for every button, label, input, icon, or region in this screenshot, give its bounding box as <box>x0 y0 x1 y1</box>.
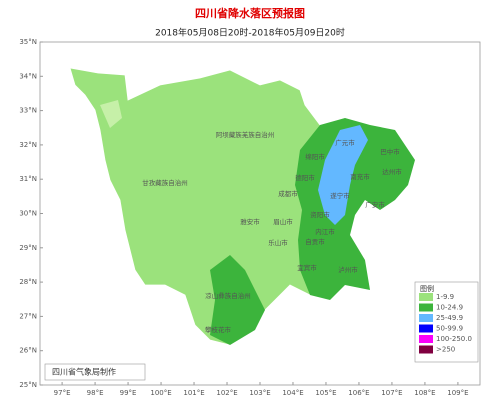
region-label: 广元市 <box>335 138 355 147</box>
lat-tick-label: 32°N <box>19 141 37 149</box>
lat-tick-label: 33°N <box>19 107 37 115</box>
region-label: 资阳市 <box>310 210 330 219</box>
lon-tick-label: 101°E <box>183 389 204 397</box>
lon-tick-label: 97°E <box>54 389 71 397</box>
lon-tick-label: 106°E <box>348 389 369 397</box>
subtitle: 2018年05月08日20时-2018年05月09日20时 <box>155 27 345 39</box>
region-label: 广安市 <box>365 200 385 209</box>
footer-box <box>44 363 146 381</box>
lon-tick-label: 109°E <box>447 389 468 397</box>
legend-title: 图例 <box>420 284 434 293</box>
region-label: 阿坝藏族羌族自治州 <box>216 130 275 139</box>
region-label: 眉山市 <box>273 217 293 226</box>
lat-tick-label: 30°N <box>19 210 37 218</box>
lat-tick-label: 28°N <box>19 278 37 286</box>
region-label: 自贡市 <box>305 237 325 246</box>
lat-tick-label: 25°N <box>19 381 37 389</box>
region-label: 雅安市 <box>240 217 260 226</box>
rain-area-heavy <box>318 125 368 225</box>
lon-tick-label: 108°E <box>414 389 435 397</box>
lon-tick-label: 99°E <box>120 389 137 397</box>
lat-tick-label: 31°N <box>19 175 37 183</box>
legend-swatch <box>419 314 433 322</box>
legend-label: 100-250.0 <box>436 335 472 343</box>
legend-swatch <box>419 335 433 343</box>
lon-tick-label: 100°E <box>150 389 171 397</box>
lat-tick-label: 27°N <box>19 312 37 320</box>
legend-swatch <box>419 324 433 333</box>
rain-area-light <box>100 100 122 128</box>
lat-tick-label: 34°N <box>19 72 37 80</box>
legend-label: >250 <box>436 346 455 354</box>
region-label: 南充市 <box>350 172 370 181</box>
region-label: 绵阳市 <box>305 152 325 161</box>
legend-swatch <box>419 345 433 354</box>
region-label: 甘孜藏族自治州 <box>142 178 188 187</box>
region-label: 德阳市 <box>295 173 315 182</box>
region-label: 内江市 <box>315 227 335 236</box>
lon-tick-label: 98°E <box>87 389 104 397</box>
province-shape <box>69 67 416 346</box>
region-label: 达州市 <box>382 167 402 176</box>
lon-tick-label: 105°E <box>315 389 336 397</box>
lon-tick-label: 102°E <box>216 389 237 397</box>
lat-tick-label: 29°N <box>19 244 37 252</box>
rain-area-medium <box>210 255 265 345</box>
legend-label: 50-99.9 <box>436 325 463 333</box>
legend-swatch <box>419 303 433 312</box>
legend-label: 10-24.9 <box>436 304 463 312</box>
lat-tick-label: 35°N <box>19 38 37 46</box>
lat-tick-label: 26°N <box>19 347 37 355</box>
region-labels: 阿坝藏族羌族自治州 甘孜藏族自治州 广元市 巴中市 绵阳市 达州市 德阳市 南充… <box>142 130 402 334</box>
region-label: 乐山市 <box>268 238 288 247</box>
region-label: 巴中市 <box>380 147 400 156</box>
title: 四川省降水落区预报图 <box>195 6 305 20</box>
region-label: 成都市 <box>278 189 298 198</box>
legend-label: 1-9.9 <box>436 293 454 301</box>
region-label: 宜宾市 <box>297 263 317 272</box>
legend-label: 25-49.9 <box>436 314 463 322</box>
region-label: 凉山彝族自治州 <box>205 291 251 300</box>
legend: 图例 1-9.9 10-24.9 25-49.9 50-99.9 100-250.0 >2… <box>414 281 479 363</box>
footer: 四川省气象局制作 <box>52 367 116 377</box>
region-label: 泸州市 <box>338 265 358 274</box>
region-label: 遂宁市 <box>330 191 350 200</box>
lon-tick-label: 104°E <box>282 389 303 397</box>
legend-swatch <box>419 293 433 301</box>
lon-tick-label: 103°E <box>249 389 270 397</box>
lon-tick-label: 107°E <box>381 389 402 397</box>
region-label: 攀枝花市 <box>205 325 232 334</box>
